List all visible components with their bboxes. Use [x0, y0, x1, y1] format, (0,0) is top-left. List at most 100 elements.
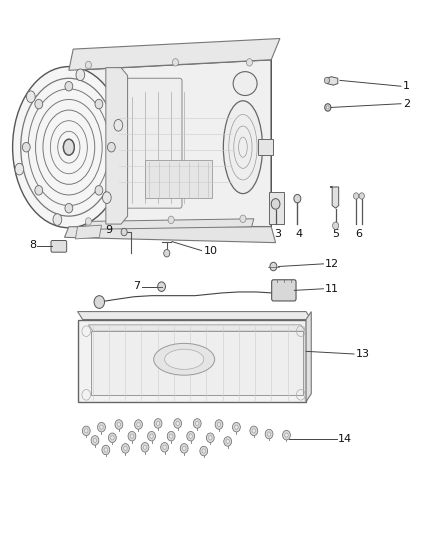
Ellipse shape: [223, 101, 262, 193]
Circle shape: [156, 421, 160, 425]
Ellipse shape: [114, 119, 123, 131]
Polygon shape: [78, 312, 311, 319]
Circle shape: [22, 142, 30, 152]
Polygon shape: [330, 187, 339, 208]
Circle shape: [134, 419, 142, 429]
Polygon shape: [269, 192, 284, 224]
Text: 14: 14: [338, 434, 353, 444]
Text: 7: 7: [133, 280, 140, 290]
Circle shape: [270, 262, 277, 271]
Circle shape: [111, 435, 114, 440]
Circle shape: [271, 199, 280, 209]
Circle shape: [85, 217, 92, 225]
Circle shape: [65, 82, 73, 91]
Text: 13: 13: [356, 349, 370, 359]
Circle shape: [158, 282, 166, 292]
Text: 5: 5: [332, 229, 339, 239]
Text: 12: 12: [325, 259, 339, 269]
Circle shape: [143, 445, 147, 449]
Polygon shape: [78, 319, 306, 402]
Polygon shape: [88, 325, 305, 331]
Circle shape: [115, 419, 123, 429]
Circle shape: [104, 448, 108, 452]
Circle shape: [91, 435, 99, 445]
Circle shape: [82, 426, 90, 435]
Circle shape: [252, 429, 255, 433]
Circle shape: [130, 434, 134, 438]
Circle shape: [224, 437, 232, 446]
Circle shape: [137, 422, 140, 426]
Polygon shape: [64, 227, 276, 243]
Circle shape: [168, 216, 174, 223]
Circle shape: [183, 446, 186, 450]
Circle shape: [233, 422, 240, 432]
Ellipse shape: [102, 192, 111, 204]
Circle shape: [150, 434, 153, 438]
Circle shape: [121, 443, 129, 453]
Circle shape: [141, 442, 149, 452]
Circle shape: [163, 445, 166, 449]
Ellipse shape: [233, 71, 257, 95]
Circle shape: [94, 296, 105, 309]
Text: 8: 8: [30, 240, 37, 251]
Circle shape: [176, 421, 180, 425]
Ellipse shape: [13, 67, 125, 228]
Circle shape: [250, 426, 258, 435]
FancyBboxPatch shape: [272, 280, 296, 301]
Circle shape: [124, 446, 127, 450]
Circle shape: [226, 439, 230, 443]
Bar: [91, 331, 303, 395]
Circle shape: [200, 446, 208, 456]
Circle shape: [180, 443, 188, 453]
Circle shape: [283, 430, 290, 440]
Circle shape: [326, 106, 329, 109]
Circle shape: [117, 422, 120, 426]
Circle shape: [100, 425, 103, 429]
Circle shape: [247, 59, 253, 66]
Circle shape: [65, 204, 73, 213]
Text: 3: 3: [274, 229, 281, 239]
Circle shape: [267, 432, 271, 436]
Ellipse shape: [27, 91, 35, 102]
Circle shape: [240, 215, 246, 222]
Circle shape: [215, 419, 223, 429]
Polygon shape: [106, 68, 127, 224]
Circle shape: [128, 431, 136, 441]
Circle shape: [208, 435, 212, 440]
Circle shape: [206, 433, 214, 442]
Ellipse shape: [15, 163, 24, 175]
Polygon shape: [69, 38, 280, 70]
Text: 4: 4: [295, 229, 302, 239]
Polygon shape: [75, 225, 102, 239]
Circle shape: [121, 228, 127, 236]
Ellipse shape: [165, 349, 204, 369]
Circle shape: [164, 249, 170, 257]
Circle shape: [102, 445, 110, 455]
Circle shape: [154, 419, 162, 428]
Circle shape: [325, 104, 331, 111]
Ellipse shape: [64, 139, 74, 155]
Circle shape: [35, 99, 42, 109]
Circle shape: [85, 61, 92, 69]
Text: 11: 11: [325, 284, 339, 294]
Circle shape: [324, 77, 329, 84]
Text: 1: 1: [403, 81, 410, 91]
Circle shape: [285, 433, 288, 437]
FancyBboxPatch shape: [115, 78, 182, 208]
Circle shape: [265, 429, 273, 439]
Bar: [145, 160, 212, 198]
Circle shape: [161, 442, 169, 452]
Ellipse shape: [53, 214, 62, 225]
Circle shape: [174, 419, 182, 428]
Circle shape: [202, 449, 205, 453]
Polygon shape: [327, 77, 338, 85]
Circle shape: [98, 422, 106, 432]
Ellipse shape: [154, 343, 215, 375]
Text: 2: 2: [403, 99, 410, 109]
Circle shape: [332, 222, 339, 229]
Circle shape: [95, 185, 103, 195]
FancyBboxPatch shape: [51, 240, 67, 252]
Circle shape: [148, 431, 155, 441]
Circle shape: [95, 99, 103, 109]
Circle shape: [170, 434, 173, 438]
